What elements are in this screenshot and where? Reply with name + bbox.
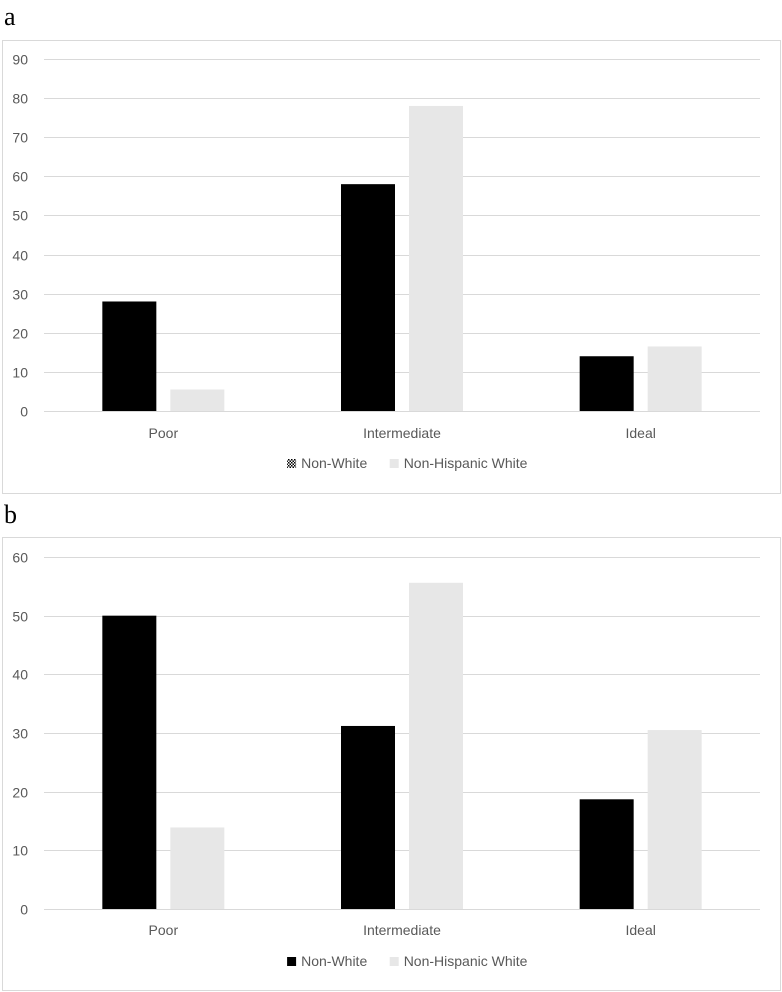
chart-a-bar-non-white-intermediate (341, 184, 395, 411)
chart-b-bar-non-white-ideal (579, 799, 634, 909)
chart-a-y-tick-label: 0 (20, 404, 28, 420)
panel-a-label: a (4, 2, 16, 31)
chart-b-legend-label: Non-White (301, 953, 367, 969)
chart-a-y-tick-label: 60 (12, 169, 28, 185)
chart-b-x-category-label: Ideal (625, 922, 655, 938)
chart-a-bar-non-white-ideal (579, 356, 634, 411)
panel-b-label: b (4, 500, 17, 529)
chart-a-y-tick-label: 90 (12, 52, 28, 68)
chart-b-y-tick-label: 40 (12, 667, 28, 683)
chart-b-y-tick-label: 60 (12, 550, 28, 566)
chart-a-bar-non-hispanic-white-intermediate (409, 105, 463, 411)
chart-b-y-tick-label: 30 (12, 726, 28, 742)
chart-a-y-tick-label: 50 (12, 208, 28, 224)
chart-a-y-tick-label: 30 (12, 287, 28, 303)
chart-a-y-tick-label: 10 (12, 365, 28, 381)
chart-a-legend-swatch (287, 459, 297, 468)
chart-a-y-tick-label: 80 (12, 91, 28, 107)
chart-b-y-tick-label: 50 (12, 609, 28, 625)
chart-a-y-tick-label: 20 (12, 326, 28, 342)
chart-b-x-category-label: Intermediate (363, 922, 441, 938)
chart-b-bar-non-white-intermediate (341, 725, 395, 909)
chart-a-x-category-label: Ideal (625, 425, 655, 441)
chart-b-legend-label: Non-Hispanic White (404, 953, 528, 969)
chart-b-x-category-label: Poor (149, 922, 179, 938)
chart-b-legend-swatch (287, 957, 297, 966)
chart-b-bar-non-hispanic-white-ideal (647, 730, 702, 909)
chart-a-bar-non-white-poor (102, 301, 157, 411)
chart-a-legend-label: Non-Hispanic White (404, 455, 528, 471)
chart-a-y-tick-label: 70 (12, 130, 28, 146)
chart-b-bar-non-white-poor (102, 615, 157, 909)
chart-b-y-tick-label: 10 (12, 843, 28, 859)
chart-b-y-tick-label: 0 (20, 902, 28, 918)
chart-b-bar-non-hispanic-white-poor (170, 827, 225, 909)
chart-a-bar-non-hispanic-white-ideal (647, 346, 702, 411)
chart-a-legend-swatch (389, 459, 399, 468)
chart-b-legend-swatch (389, 957, 399, 966)
chart-a-x-category-label: Poor (149, 425, 179, 441)
chart-a-legend-label: Non-White (301, 455, 367, 471)
chart-b-bar-non-hispanic-white-intermediate (409, 582, 463, 909)
chart-a-bar-non-hispanic-white-poor (170, 389, 225, 411)
chart-a-y-tick-label: 40 (12, 248, 28, 264)
chart-a-x-category-label: Intermediate (363, 425, 441, 441)
chart-b-y-tick-label: 20 (12, 785, 28, 801)
